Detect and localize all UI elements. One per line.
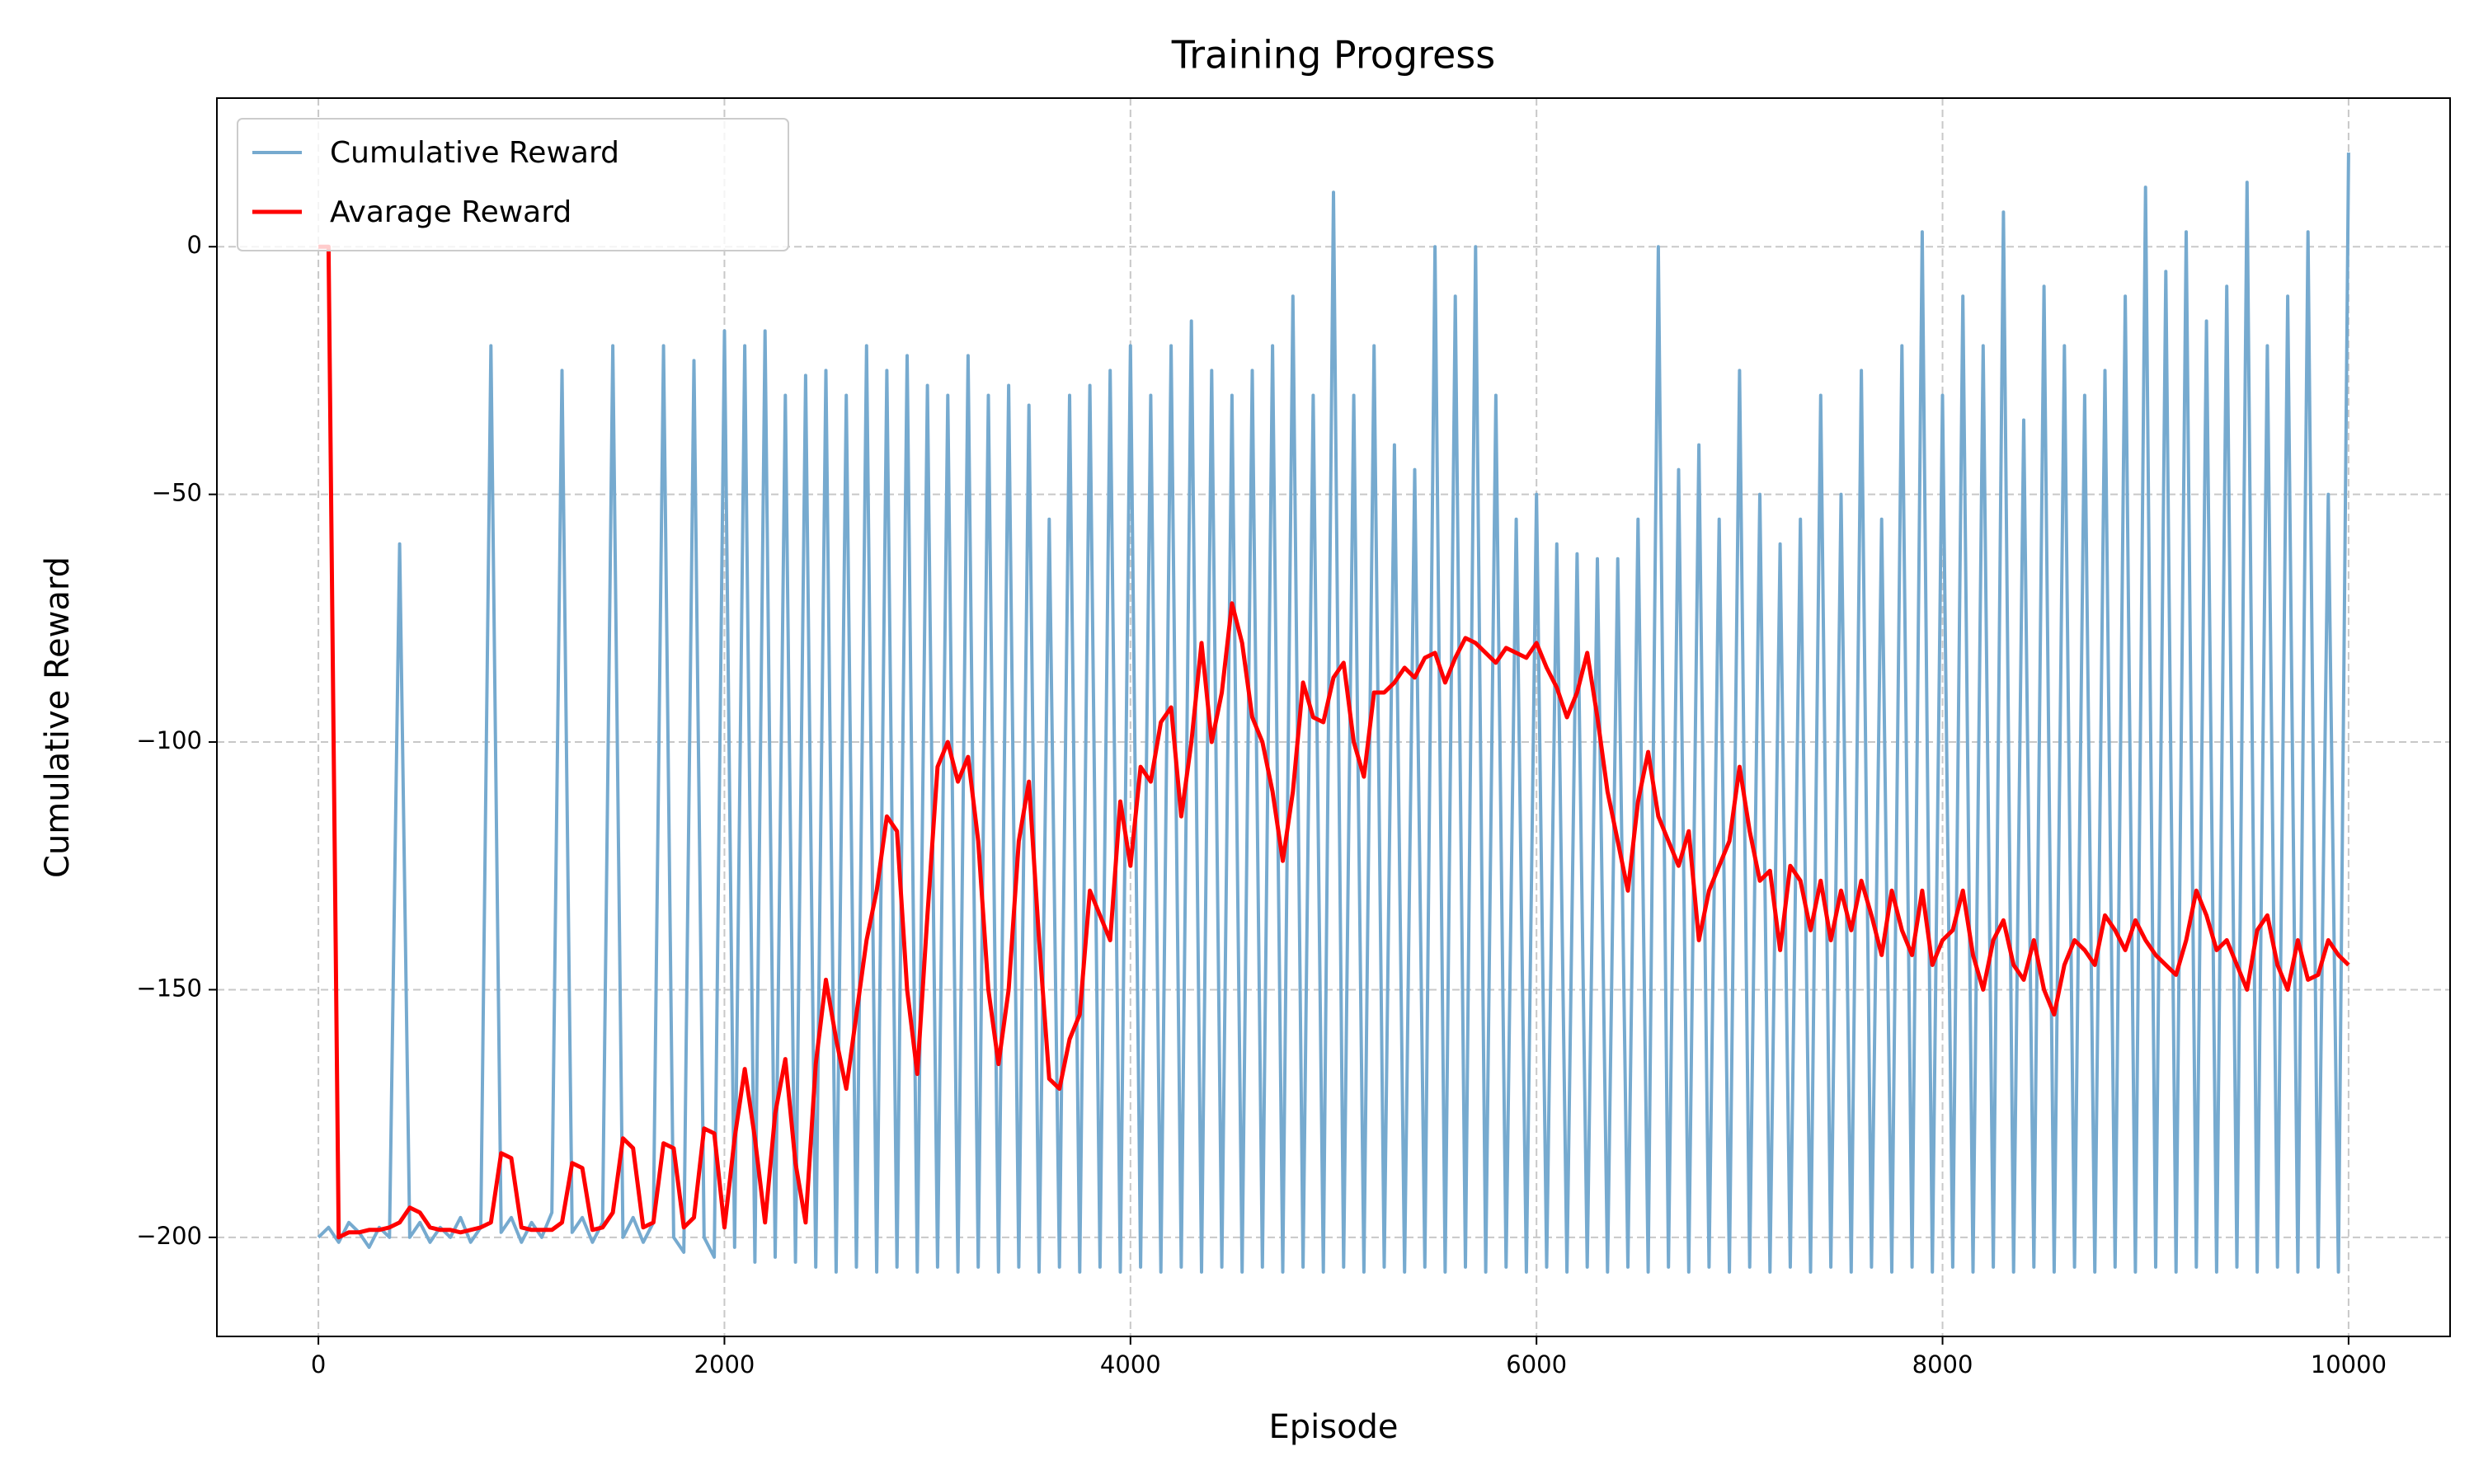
y-tick-label: −100 bbox=[136, 726, 202, 754]
legend-label: Cumulative Reward bbox=[330, 136, 619, 170]
y-axis-label: Cumulative Reward bbox=[39, 556, 77, 878]
y-tick-label: −200 bbox=[136, 1222, 202, 1250]
x-tick-label: 8000 bbox=[1912, 1350, 1973, 1378]
legend-label: Avarage Reward bbox=[330, 195, 571, 229]
line-series bbox=[318, 244, 2350, 1240]
y-tick-label: −150 bbox=[136, 974, 202, 1002]
y-tick-label: 0 bbox=[187, 231, 202, 259]
x-tick-label: 10000 bbox=[2311, 1350, 2387, 1378]
legend-box bbox=[237, 118, 789, 251]
x-axis-label: Episode bbox=[1268, 1408, 1398, 1446]
line-series bbox=[317, 153, 2350, 1274]
x-tick-label: 2000 bbox=[694, 1350, 755, 1378]
chart-title: Training Progress bbox=[1171, 33, 1495, 77]
x-tick-label: 6000 bbox=[1506, 1350, 1567, 1378]
x-tick-label: 0 bbox=[311, 1350, 326, 1378]
x-tick-label: 4000 bbox=[1100, 1350, 1161, 1378]
plot-frame bbox=[216, 97, 2451, 1337]
y-tick-label: −50 bbox=[152, 479, 202, 507]
